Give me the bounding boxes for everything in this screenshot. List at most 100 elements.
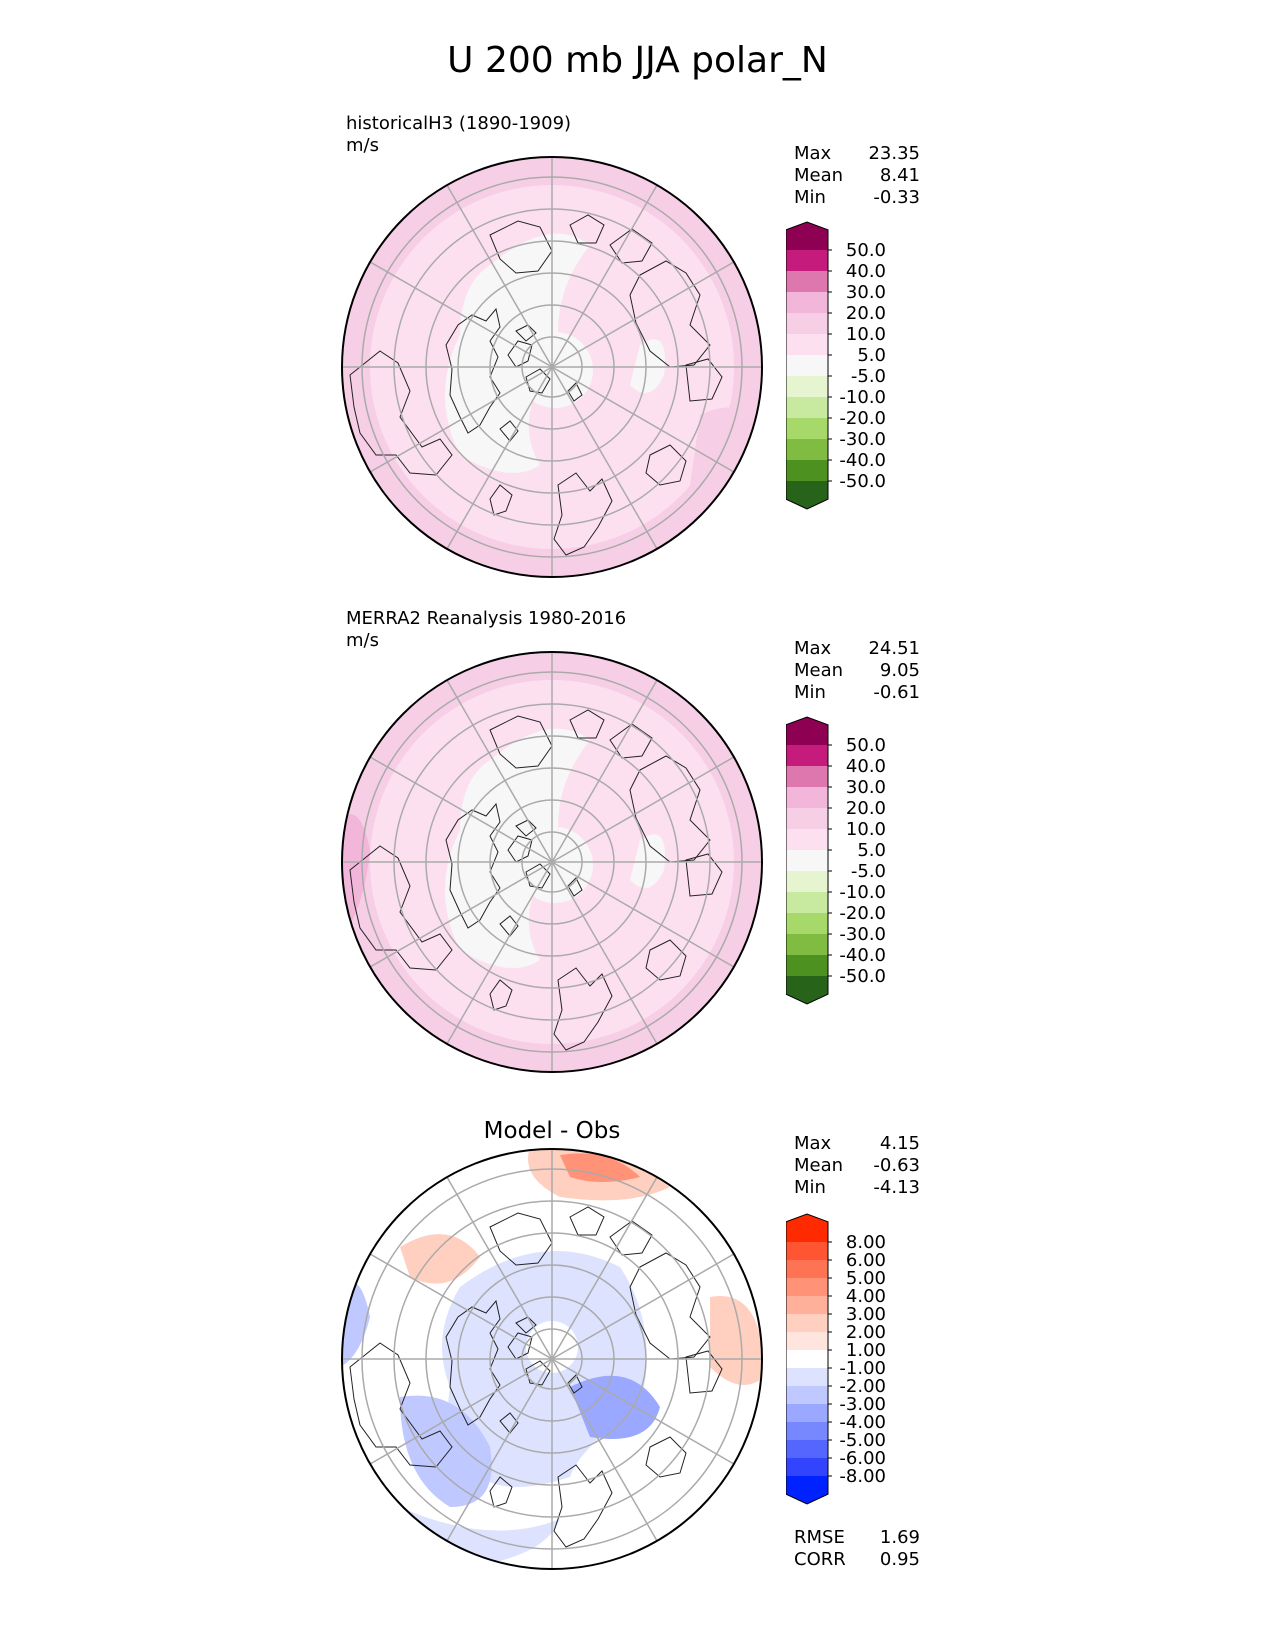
field-pole-region [517, 332, 593, 408]
stat-mean-label: Mean [794, 165, 844, 186]
colorbar-tick-label: 30.0 [846, 282, 886, 303]
panel3-title: Model - Obs [483, 1118, 621, 1144]
field-low-region [630, 339, 665, 393]
panel1-polar-map [341, 156, 763, 578]
colorbar-band [786, 892, 828, 914]
field-low-region [445, 728, 590, 968]
colorbar-band [786, 250, 828, 272]
coastline [489, 484, 513, 516]
coastline [489, 979, 513, 1011]
colorbar-band [786, 808, 828, 830]
colorbar-tick-label: 8.00 [846, 1232, 886, 1253]
stat-max-value: 23.35 [868, 143, 920, 164]
colorbar-tick-label: -6.00 [839, 1448, 886, 1469]
field-positive-region [560, 1153, 640, 1182]
coastline [445, 307, 501, 434]
panel2-colorbar: 50.040.030.020.010.05.0-5.0-10.0-20.0-30… [786, 716, 886, 1005]
field-negative-region [400, 1395, 492, 1507]
colorbar-outline [786, 221, 829, 510]
colorbar-band [786, 955, 828, 977]
colorbar-tick-label: -2.00 [839, 1376, 886, 1397]
coastline [553, 1464, 613, 1548]
panel1-colorbar: 50.040.030.020.010.05.0-5.0-10.0-20.0-30… [786, 221, 886, 510]
colorbar-band [786, 850, 828, 872]
colorbar-tick-label: 2.00 [846, 1322, 886, 1343]
coastline [499, 1412, 519, 1434]
coastline [349, 350, 453, 476]
coastline [515, 1316, 537, 1334]
meridian-line [551, 679, 658, 863]
colorbar-band [786, 787, 828, 809]
coastline [499, 915, 519, 937]
colorbar-band [786, 460, 828, 482]
corr-value: 0.95 [879, 1549, 920, 1570]
colorbar-extend-bottom [786, 481, 828, 509]
coastline [507, 1332, 533, 1360]
colorbar-band [786, 355, 828, 377]
meridian-line [551, 1358, 658, 1542]
colorbar-band [786, 1422, 828, 1441]
meridian-line [446, 861, 553, 1045]
colorbar-tick-label: -30.0 [839, 429, 886, 450]
stat-min-label: Min [794, 187, 826, 208]
coastline [567, 1374, 583, 1394]
coastline [349, 845, 453, 971]
colorbar-tick-label: 20.0 [846, 303, 886, 324]
coastline [567, 382, 583, 402]
field-positive-region [710, 1296, 762, 1385]
colorbar-tick-label: 10.0 [846, 819, 886, 840]
coastline [507, 835, 533, 863]
colorbar-band [786, 292, 828, 314]
colorbar-band [786, 334, 828, 356]
colorbar-extend-top [786, 1214, 828, 1242]
meridian-line [551, 1253, 735, 1360]
colorbar-tick-label: 5.00 [846, 1268, 886, 1289]
colorbar-outline [786, 716, 829, 1005]
colorbar-band [786, 439, 828, 461]
panel2-label: MERRA2 Reanalysis 1980-2016 m/s [346, 608, 626, 652]
stat-min-value: -0.33 [873, 187, 920, 208]
panel2-units-label: m/s [346, 630, 379, 651]
map-field [342, 1149, 762, 1569]
meridian-line [551, 861, 658, 1045]
colorbar-band [786, 1242, 828, 1261]
colorbar-tick-label: 3.00 [846, 1304, 886, 1325]
coastline [685, 853, 723, 897]
colorbar-band [786, 313, 828, 335]
coastline [645, 939, 687, 981]
stat-mean-label: Mean [794, 660, 844, 681]
coastline [685, 358, 723, 402]
stat-max-value: 24.51 [868, 638, 920, 659]
colorbar-band [786, 418, 828, 440]
map-boundary [341, 156, 763, 578]
coastline [645, 444, 687, 486]
rmse-label: RMSE [794, 1527, 845, 1548]
coastline [685, 1350, 723, 1394]
meridian-line [551, 184, 658, 368]
coastline [489, 220, 553, 274]
colorbar-band [786, 766, 828, 788]
panel1-units-label: m/s [346, 135, 379, 156]
coastline [445, 802, 501, 929]
colorbar-band [786, 1368, 828, 1387]
panel2-polar-map [341, 651, 763, 1073]
field-pole-region [517, 827, 593, 903]
meridian-line [446, 679, 553, 863]
coastline [507, 340, 533, 368]
colorbar-band [786, 871, 828, 893]
coastline [525, 368, 551, 394]
coastline [609, 1220, 653, 1256]
meridian-line [369, 261, 553, 368]
colorbar-band [786, 913, 828, 935]
rmse-value: 1.69 [879, 1527, 920, 1548]
meridian-line [551, 366, 658, 550]
colorbar-tick-label: -50.0 [839, 471, 886, 492]
colorbar-tick-label: -40.0 [839, 945, 886, 966]
colorbar-tick-label: -50.0 [839, 966, 886, 987]
meridian-line [551, 1358, 735, 1465]
coastline [489, 1476, 513, 1508]
panel1-dataset-label: historicalH3 (1890-1909) [346, 113, 572, 134]
stat-min-label: Min [794, 682, 826, 703]
coastline [609, 723, 653, 759]
coastline [645, 1436, 687, 1478]
